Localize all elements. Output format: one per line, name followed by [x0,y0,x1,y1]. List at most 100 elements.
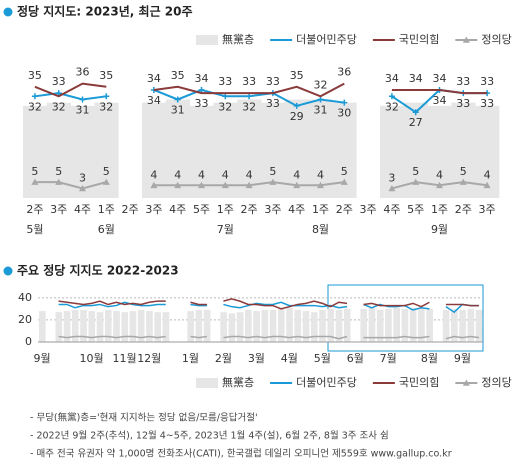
legend-label: 정의당 [481,376,511,389]
x-tick-label: 3주 [360,203,377,216]
footnote: - 무당(無黨)층='현재 지지하는 정당 없음/모름/응답거절' [30,412,258,424]
month-label: 5월 [26,223,43,236]
data-label: 33 [195,97,209,110]
marker [221,181,229,189]
area-column [187,311,194,342]
area-column [368,307,376,342]
data-label: 36 [76,66,90,79]
x-tick-label: 3주 [50,203,67,216]
area-column [146,311,153,342]
marker [31,93,38,100]
x-tick-label: 11월 [112,352,136,365]
legend-label: 국민의힘 [399,33,439,46]
chart-title: 주요 정당 지지도 2022-2023 [17,263,179,278]
data-label: 32 [52,100,66,113]
data-label: 4 [484,168,491,181]
marker [222,93,229,100]
data-label: 33 [266,97,280,110]
area-column [277,308,285,342]
marker [174,181,182,189]
data-label: 32 [385,100,399,113]
x-tick-label: 2주 [336,203,353,216]
data-label: 5 [341,165,348,178]
data-label: 4 [174,168,181,181]
x-tick-label: 1주 [312,203,329,216]
y-tick-label: 40 [18,291,32,304]
area-column [286,307,293,342]
marker [340,178,348,185]
marker [317,181,324,189]
month-label: 9월 [431,223,448,236]
area-column [284,99,309,198]
data-label: 34 [147,72,161,85]
marker [198,86,205,93]
area-column [104,309,112,342]
y-tick-label: 0 [25,335,32,348]
legend-swatch [196,378,218,388]
legend-label: 국민의힘 [399,376,439,389]
area-column [451,308,458,342]
data-label: 5 [460,165,467,178]
marker [459,178,467,185]
area-column [310,312,318,342]
marker [245,181,253,189]
x-tick-label: 1주 [98,203,115,216]
x-tick-label: 10월 [80,352,104,365]
x-tick-label: 2주 [241,203,258,216]
area-column [376,309,384,342]
data-label: 32 [242,100,256,113]
x-tick-label: 4주 [383,203,400,216]
area-column [154,312,162,342]
month-label: 7월 [217,223,234,236]
marker [317,96,324,103]
area-column [308,99,333,198]
x-tick-label: 5주 [193,203,210,216]
marker [103,93,110,100]
series-line [363,335,430,339]
x-tick-label: 3주 [145,203,162,216]
area-column [319,309,326,342]
area-column [327,308,335,342]
series-line [190,335,208,339]
area-column [228,313,236,342]
area-column [459,309,466,342]
area-column [96,312,104,342]
series-line [34,82,107,98]
data-label: 4 [436,168,443,181]
data-label: 34 [195,72,209,85]
legend-label: 정의당 [481,33,511,46]
x-tick-label: 2월 [215,352,232,365]
series-line [58,301,166,309]
data-label: 34 [409,72,423,85]
y-tick-label: 20 [18,313,32,326]
data-label: 33 [456,97,470,110]
data-label: 35 [290,69,304,82]
series-line [223,298,348,310]
area-column [195,309,203,342]
legend-swatch [196,35,218,45]
x-tick-label: 4주 [288,203,305,216]
legend-marker [462,36,470,43]
data-label: 31 [171,103,185,116]
data-label: 33 [480,75,494,88]
series-line [34,92,107,101]
title-bullet [3,7,13,17]
x-tick-label: 3주 [264,203,281,216]
marker [102,178,110,185]
data-label: 35 [28,69,42,82]
area-column [213,102,238,198]
area-column [294,309,302,342]
footnote: - 2022년 9월 2주(추석), 12월 4~5주, 2023년 1월 4주… [30,430,389,442]
area-column [203,309,211,342]
data-label: 4 [293,168,300,181]
data-label: 4 [222,168,229,181]
x-tick-label: 4주 [74,203,91,216]
data-label: 3 [388,171,395,184]
data-label: 31 [314,103,328,116]
data-label: 34 [433,72,447,85]
data-label: 4 [317,168,324,181]
data-label: 34 [147,94,161,107]
data-label: 5 [412,165,419,178]
area-column [426,308,433,342]
marker [483,181,491,189]
